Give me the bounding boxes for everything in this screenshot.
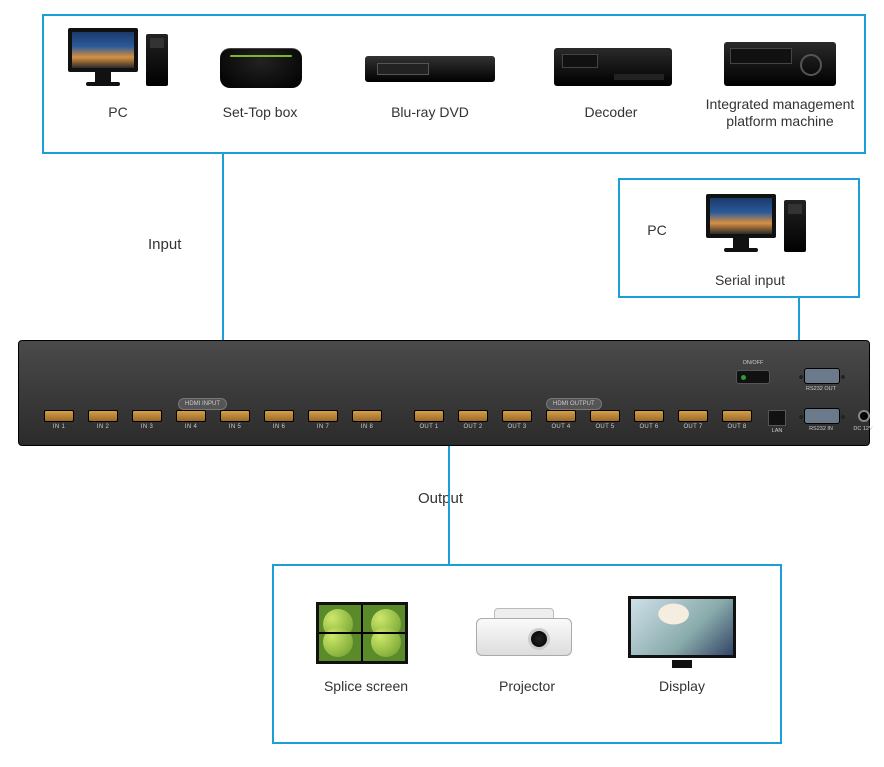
hdmi-out-port: OUT 8 — [718, 410, 756, 430]
port-label: IN 4 — [172, 424, 210, 430]
hdmi-output-section-label: HDMI OUTPUT — [546, 398, 602, 410]
port-label: OUT 8 — [718, 424, 756, 430]
hdmi-out-port: OUT 5 — [586, 410, 624, 430]
bluray-icon — [365, 56, 495, 82]
hdmi-out-port: OUT 4 — [542, 410, 580, 430]
projector-label: Projector — [472, 678, 582, 695]
port-label: IN 1 — [40, 424, 78, 430]
rs232-in-port — [804, 408, 840, 424]
port-label: OUT 3 — [498, 424, 536, 430]
rs232-out-port — [804, 368, 840, 384]
dc12v-label: DC 12V — [838, 426, 884, 432]
hdmi-in-port: IN 5 — [216, 410, 254, 430]
hdmi-out-port: OUT 6 — [630, 410, 668, 430]
hdmi-out-port: OUT 7 — [674, 410, 712, 430]
hdmi-out-port: OUT 3 — [498, 410, 536, 430]
decoder-icon — [554, 48, 672, 86]
port-label: OUT 2 — [454, 424, 492, 430]
imp-label: Integrated management platform machine — [690, 96, 870, 130]
dc12v-port — [858, 410, 870, 422]
serial-pc-label: PC — [632, 222, 682, 239]
hdmi-matrix-switch — [18, 340, 870, 446]
input-flow-label: Input — [148, 236, 181, 253]
output-flow-label: Output — [418, 490, 463, 507]
output-connection-line — [448, 440, 450, 564]
pc-tower-icon — [146, 34, 168, 86]
pc-label: PC — [68, 104, 168, 121]
port-label: OUT 6 — [630, 424, 668, 430]
onoff-switch — [736, 370, 770, 384]
hdmi-input-section-label: HDMI INPUT — [178, 398, 227, 410]
hdmi-in-port: IN 6 — [260, 410, 298, 430]
hdmi-in-port: IN 8 — [348, 410, 386, 430]
settop-icon — [220, 48, 302, 88]
port-label: OUT 4 — [542, 424, 580, 430]
projector-icon — [476, 608, 572, 662]
splice-label: Splice screen — [306, 678, 426, 695]
display-icon — [628, 596, 736, 668]
hdmi-in-port: IN 3 — [128, 410, 166, 430]
onoff-label: ON/OFF — [728, 360, 778, 366]
port-label: OUT 5 — [586, 424, 624, 430]
serial-pc-tower-icon — [784, 200, 806, 252]
hdmi-in-port: IN 7 — [304, 410, 342, 430]
port-label: IN 8 — [348, 424, 386, 430]
input-connection-line — [222, 154, 224, 360]
bluray-label: Blu-ray DVD — [370, 104, 490, 121]
display-label: Display — [632, 678, 732, 695]
serial-pc-icon — [706, 194, 776, 252]
rs232-out-label: RS232 OUT — [796, 386, 846, 392]
serial-caption: Serial input — [690, 272, 810, 289]
imp-icon — [724, 42, 836, 86]
splice-screen-icon — [316, 602, 408, 664]
lan-port — [768, 410, 786, 426]
hdmi-in-port: IN 4 — [172, 410, 210, 430]
port-label: IN 5 — [216, 424, 254, 430]
settop-label: Set-Top box — [200, 104, 320, 121]
decoder-label: Decoder — [556, 104, 666, 121]
port-label: OUT 7 — [674, 424, 712, 430]
pc-icon — [68, 28, 138, 86]
hdmi-out-port: OUT 2 — [454, 410, 492, 430]
hdmi-out-port: OUT 1 — [410, 410, 448, 430]
hdmi-in-port: IN 2 — [84, 410, 122, 430]
lan-label: LAN — [752, 428, 802, 434]
port-label: IN 7 — [304, 424, 342, 430]
port-label: IN 6 — [260, 424, 298, 430]
port-label: OUT 1 — [410, 424, 448, 430]
port-label: IN 3 — [128, 424, 166, 430]
port-label: IN 2 — [84, 424, 122, 430]
hdmi-in-port: IN 1 — [40, 410, 78, 430]
